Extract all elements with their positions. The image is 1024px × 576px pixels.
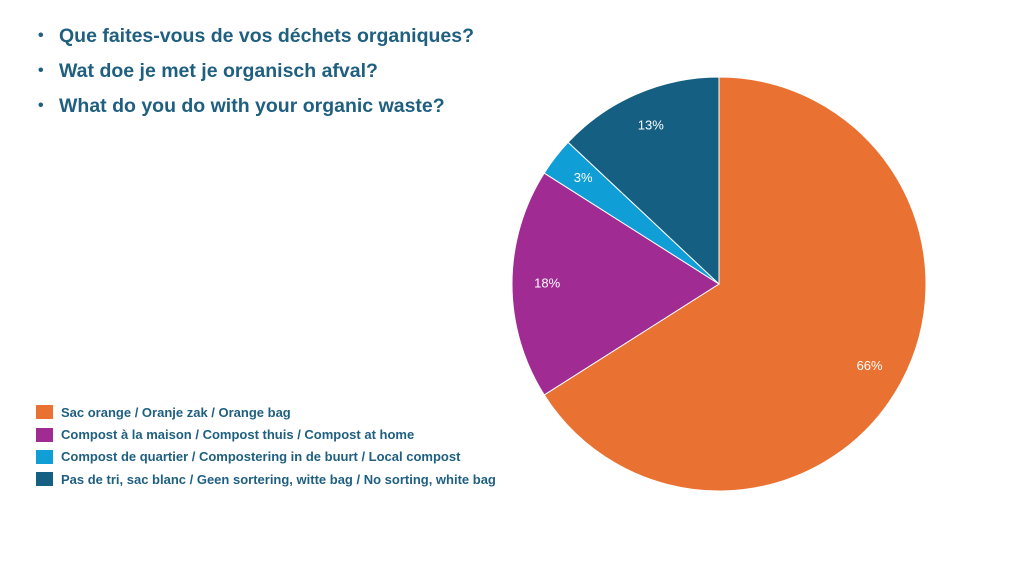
question-text: Que faites-vous de vos déchets organique… xyxy=(59,25,475,47)
pie-slice-no-sorting xyxy=(567,76,720,286)
legend-label: Compost à la maison / Compost thuis / Co… xyxy=(61,427,415,443)
question-list: • Que faites-vous de vos déchets organiqu… xyxy=(38,22,474,127)
question-dutch: • Wat doe je met je organisch afval? xyxy=(38,57,474,92)
question-french: • Que faites-vous de vos déchets organiqu… xyxy=(38,22,474,57)
legend-item-home-compost: Compost à la maison / Compost thuis / Co… xyxy=(36,423,496,445)
slice-data-label: 3% xyxy=(574,170,593,185)
legend-swatch xyxy=(36,472,53,487)
legend-label: Compost de quartier / Compostering in de… xyxy=(61,449,461,465)
legend-item-orange-bag: Sac orange / Oranje zak / Orange bag xyxy=(36,401,496,423)
slice-data-label: 13% xyxy=(638,118,664,133)
legend-swatch xyxy=(36,427,53,442)
bullet: • xyxy=(38,97,44,114)
bullet: • xyxy=(38,27,44,44)
bullet: • xyxy=(38,62,44,79)
question-english: • What do you do with your organic waste? xyxy=(38,92,474,127)
legend-label: Sac orange / Oranje zak / Orange bag xyxy=(61,404,291,420)
pie-slice-orange-bag xyxy=(543,76,927,492)
legend-swatch xyxy=(36,405,53,420)
pie-slice-home-compost xyxy=(511,172,720,396)
question-text: What do you do with your organic waste? xyxy=(59,95,445,117)
slice-data-label: 66% xyxy=(857,358,883,373)
chart-legend: Sac orange / Oranje zak / Orange bag Com… xyxy=(36,401,496,491)
legend-item-no-sorting: Pas de tri, sac blanc / Geen sortering, … xyxy=(36,468,496,490)
question-text: Wat doe je met je organisch afval? xyxy=(59,60,378,82)
legend-label: Pas de tri, sac blanc / Geen sortering, … xyxy=(61,471,496,487)
slice-data-label: 18% xyxy=(534,275,560,290)
legend-swatch xyxy=(36,449,53,464)
legend-item-local-compost: Compost de quartier / Compostering in de… xyxy=(36,446,496,468)
